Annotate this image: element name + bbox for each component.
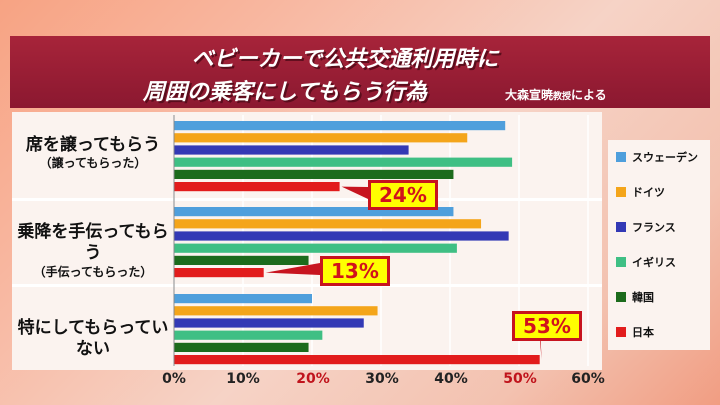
japan-value-callout: 24% (368, 180, 438, 210)
bar (174, 243, 457, 253)
bar (174, 182, 340, 192)
legend-label: 日本 (632, 326, 654, 339)
legend-swatch (616, 187, 626, 197)
bar (174, 342, 309, 352)
credit-role: 教授 (553, 92, 572, 102)
x-tick-label: 10% (226, 371, 260, 387)
bar (174, 231, 509, 241)
category-label-2: 乗降を手伝ってもらう （手伝ってもらった） (14, 222, 172, 280)
category-sub-2: （手伝ってもらった） (33, 264, 153, 279)
callout-pointer (341, 186, 368, 199)
legend-swatch (616, 292, 626, 302)
legend-label: イギリス (632, 256, 676, 269)
title-line-1: ベビーカーで公共交通利用時に (191, 47, 499, 72)
bar (174, 294, 312, 304)
japan-value-callout: 13% (320, 256, 390, 286)
legend-label: フランス (632, 221, 676, 234)
source-credit: 大森宣暁教授による (505, 86, 607, 103)
legend-label: 韓国 (632, 291, 654, 304)
legend-item: イギリス (616, 255, 676, 269)
bar (174, 169, 454, 179)
x-tick-label: 30% (365, 371, 399, 387)
bar (174, 255, 309, 265)
legend: スウェーデン ドイツ フランス イギリス 韓国 日本 (608, 140, 710, 350)
callout-pointer (265, 263, 320, 275)
legend-swatch (616, 327, 626, 337)
category-separator (12, 198, 602, 201)
bar (174, 318, 364, 328)
x-tick-label: 20% (296, 371, 330, 387)
legend-item: フランス (616, 220, 676, 234)
credit-suffix: による (571, 88, 607, 102)
bar (174, 157, 513, 167)
bar (174, 219, 482, 229)
bar (174, 355, 540, 365)
category-main-2: 乗降を手伝ってもらう (17, 222, 169, 264)
category-main-3: 特にしてもらっていない (17, 318, 169, 360)
x-tick-label: 50% (503, 371, 537, 387)
category-separator (12, 284, 602, 287)
bar (174, 121, 506, 131)
bar (174, 330, 323, 340)
category-label-1: 席を譲ってもらう （譲ってもらった） (14, 135, 172, 171)
category-label-3: 特にしてもらっていない (14, 318, 172, 361)
credit-name: 大森宣暁 (505, 88, 554, 102)
legend-swatch (616, 257, 626, 267)
legend-swatch (616, 222, 626, 232)
legend-item: スウェーデン (616, 150, 698, 164)
x-tick-label: 0% (162, 371, 186, 387)
japan-value-callout: 53% (512, 311, 582, 341)
bar (174, 207, 454, 217)
bar (174, 306, 378, 316)
legend-item: 日本 (616, 325, 654, 339)
bar (174, 133, 468, 143)
x-tick-label: 60% (571, 371, 605, 387)
bar (174, 145, 409, 155)
legend-item: 韓国 (616, 290, 654, 304)
title-banner (10, 36, 710, 108)
category-main-1: 席を譲ってもらう (25, 135, 161, 155)
category-sub-1: （譲ってもらった） (39, 156, 147, 171)
legend-swatch (616, 152, 626, 162)
legend-label: ドイツ (632, 186, 665, 199)
legend-item: ドイツ (616, 185, 665, 199)
title-line-2: 周囲の乗客にしてもらう行為 (142, 80, 428, 105)
legend-label: スウェーデン (632, 151, 698, 164)
x-tick-label: 40% (434, 371, 468, 387)
bar (174, 268, 264, 278)
